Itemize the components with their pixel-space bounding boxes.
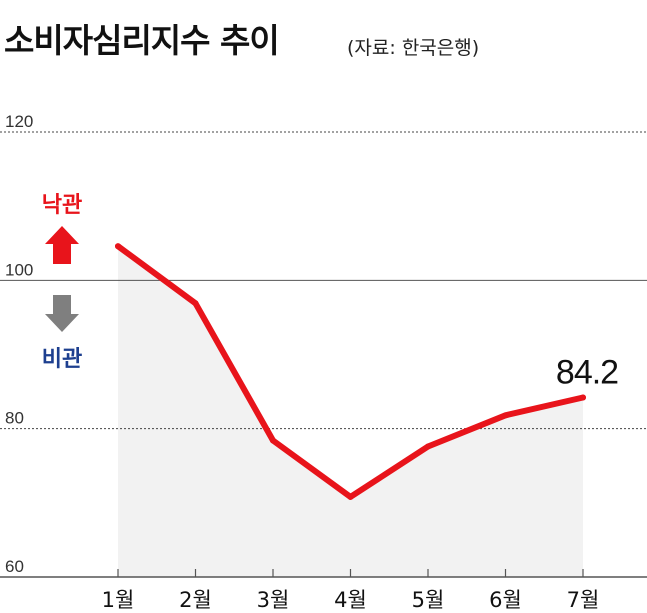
- area-fill: [118, 246, 583, 577]
- grid-layer: [0, 131, 647, 578]
- area-layer: [118, 246, 583, 577]
- data-point: [425, 443, 431, 450]
- optimism-label: 낙관: [42, 193, 82, 218]
- data-point: [270, 437, 276, 444]
- data-point: [115, 243, 121, 250]
- x-tick-label: 4월: [334, 588, 367, 612]
- x-tick-label: 7월: [567, 588, 600, 612]
- x-tick-label: 5월: [412, 588, 445, 612]
- data-point: [192, 300, 199, 307]
- line-layer: [115, 243, 586, 500]
- x-tick-label: 6월: [489, 588, 522, 612]
- label-layer: 120 100 80 60 1월 2월 3월 4월 5월 6월 7월 84.2: [5, 112, 619, 612]
- x-tick-label: 3월: [257, 588, 290, 612]
- last-value-label: 84.2: [556, 354, 618, 392]
- x-tick-label: 2월: [179, 588, 212, 612]
- data-point: [502, 412, 509, 419]
- chart-title: 소비자심리지수 추이: [4, 21, 279, 60]
- pessimism-label: 비관: [42, 347, 82, 372]
- x-tick-label: 1월: [102, 588, 135, 612]
- data-point: [347, 493, 354, 500]
- y-tick-label: 80: [5, 409, 24, 428]
- up-arrow-icon: [45, 226, 79, 264]
- y-tick-label: 100: [5, 260, 33, 279]
- y-tick-label: 120: [5, 112, 33, 131]
- down-arrow-icon: [45, 295, 79, 332]
- source-note: (자료: 한국은행): [347, 37, 479, 59]
- y-tick-label: 60: [5, 557, 24, 576]
- data-point: [580, 394, 586, 401]
